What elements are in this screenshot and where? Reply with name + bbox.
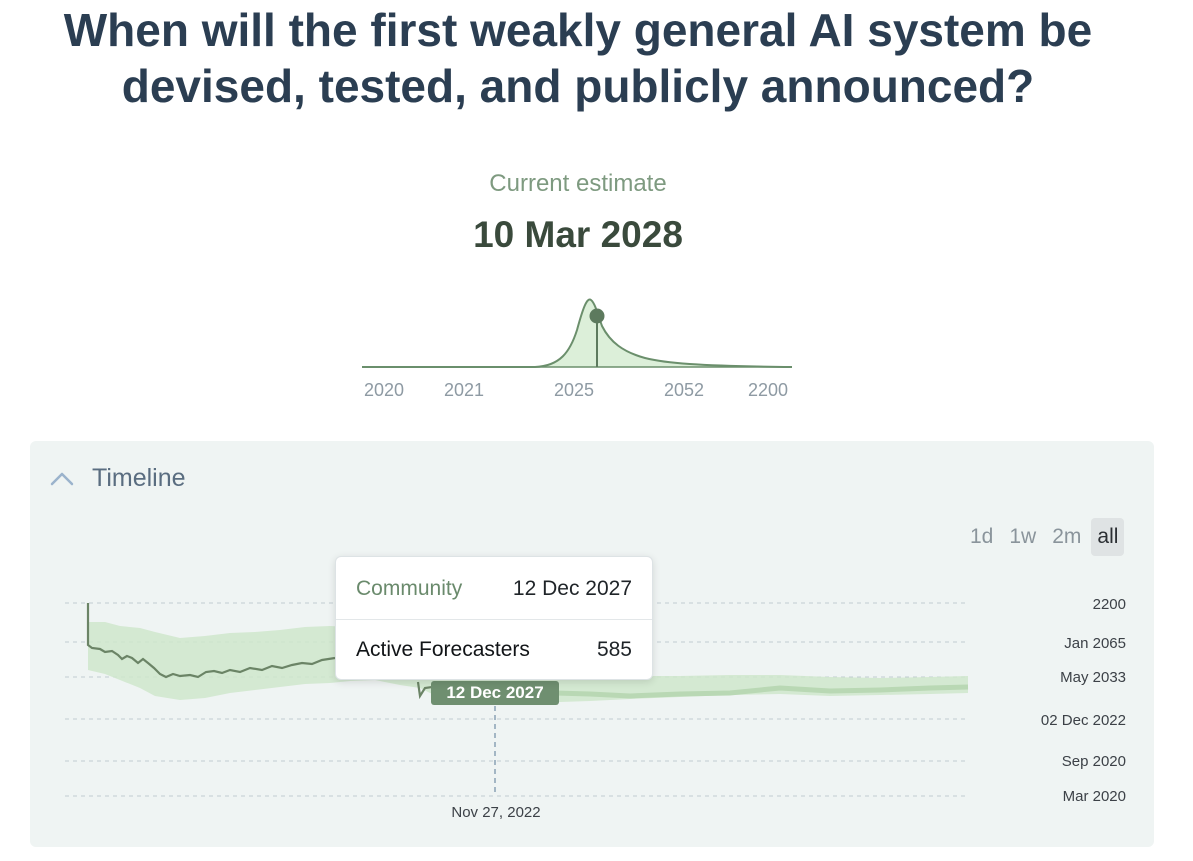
tooltip-forecasters-label: Active Forecasters [356,638,530,661]
range-2m-button[interactable]: 2m [1052,525,1082,548]
y-axis-label: 02 Dec 2022 [1041,712,1126,729]
range-1w-button[interactable]: 1w [1009,525,1037,548]
x-axis-hover-label: Nov 27, 2022 [451,804,540,821]
y-axis-label: Sep 2020 [1062,753,1126,770]
distribution-chart: 2020 2021 2025 2052 2200 [362,298,793,400]
range-all-button[interactable]: all [1091,518,1125,556]
dist-tick-label: 2025 [554,380,594,400]
dist-tick-label: 2021 [444,380,484,400]
current-estimate-label: Current estimate [489,170,667,197]
y-axis-label: May 2033 [1060,669,1126,686]
community-line-recent [554,684,969,699]
timeline-heading: Timeline [92,464,186,492]
tooltip-forecasters-value: 585 [596,638,632,661]
current-estimate-value: 10 Mar 2028 [473,214,683,255]
hover-value-marker [431,681,559,705]
hover-value-marker-label: 12 Dec 2027 [446,683,543,702]
y-axis-label: Mar 2020 [1063,788,1126,805]
timeline-chart[interactable]: 12 Dec 2027 2200 Jan 2065 May 2033 02 De… [30,560,1140,835]
tooltip-community-label: Community [356,577,463,600]
dist-tick-label: 2200 [748,380,788,400]
tooltip-community-row: Community 12 Dec 2027 [356,559,632,619]
collapse-timeline-button[interactable] [48,464,76,492]
tooltip-forecasters-row: Active Forecasters 585 [336,619,652,680]
time-range-selector: 1d 1w 2m all [964,518,1125,556]
dist-tick-label: 2020 [364,380,404,400]
distribution-area [362,299,792,367]
y-axis-label: 2200 [1093,596,1126,613]
question-title: When will the first weakly general AI sy… [63,4,1093,112]
tooltip-community-value: 12 Dec 2027 [512,577,632,600]
current-estimate-marker [589,308,605,324]
community-line-history [86,603,336,679]
hover-tooltip: Community 12 Dec 2027 Active Forecasters… [335,556,653,680]
range-1d-button[interactable]: 1d [970,525,994,548]
dist-tick-label: 2052 [664,380,704,400]
confidence-band [88,622,968,703]
chevron-up-icon [50,472,74,486]
y-axis-label: Jan 2065 [1064,635,1126,652]
